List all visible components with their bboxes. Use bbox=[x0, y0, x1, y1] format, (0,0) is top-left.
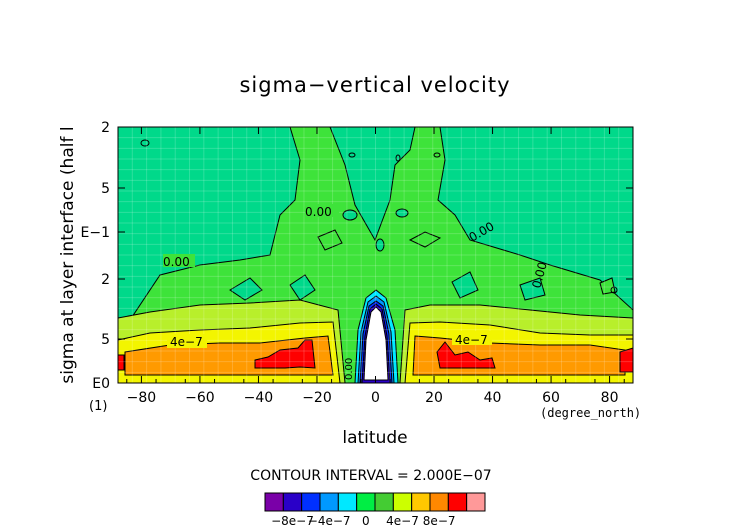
y-tick-label: 5 bbox=[101, 181, 110, 197]
colorbar-swatch bbox=[356, 492, 376, 512]
y-tick-label: E0 bbox=[92, 376, 110, 392]
contour-label: 0.00 bbox=[305, 205, 332, 219]
colorbar-tick-label: −8e−7 bbox=[271, 514, 314, 528]
contour-island bbox=[289, 274, 316, 301]
x-tick-label: 80 bbox=[601, 390, 619, 406]
contour-island bbox=[348, 152, 356, 158]
x-tick-label: −20 bbox=[302, 390, 332, 406]
core-white bbox=[363, 306, 389, 381]
contour-label: 0.00 bbox=[163, 255, 190, 269]
y-tick-label: 2 bbox=[101, 120, 110, 136]
colorbar-tick-label: 8e−7 bbox=[423, 514, 456, 528]
patch-red-edge-left bbox=[118, 354, 125, 371]
contour-island bbox=[433, 152, 441, 158]
contour-island bbox=[342, 209, 358, 221]
x-axis-label: latitude bbox=[342, 428, 407, 448]
x-unit-label: (degree_north) bbox=[540, 406, 641, 420]
y-tick-label: 2 bbox=[101, 272, 110, 288]
colorbar-swatch bbox=[337, 492, 358, 512]
x-tick-label: −80 bbox=[127, 390, 157, 406]
y-axis-label: sigma at layer interface (half l bbox=[58, 126, 78, 383]
contour-interval-text: CONTOUR INTERVAL = 2.000E−07 bbox=[250, 468, 491, 484]
contour-label: 4e−7 bbox=[455, 333, 488, 347]
x-tick-label: 60 bbox=[542, 390, 560, 406]
colorbar-swatch bbox=[301, 492, 321, 512]
y-tick-label: 5 bbox=[101, 332, 110, 348]
colorbar bbox=[264, 492, 486, 512]
y-ticks: 2 5 E−1 2 5 E0 bbox=[81, 120, 633, 392]
x-ticks: −80 −60 −40 −20 0 20 40 60 80 bbox=[126, 127, 625, 406]
x-tick-label: −60 bbox=[185, 390, 215, 406]
colorbar-swatch bbox=[264, 492, 284, 512]
colorbar-swatch bbox=[282, 492, 303, 512]
patch-red-left bbox=[254, 339, 316, 369]
y-corner-label: (1) bbox=[89, 399, 107, 414]
contour-island bbox=[375, 238, 385, 252]
teal-region-center bbox=[329, 127, 416, 242]
contour-island bbox=[317, 229, 343, 251]
x-tick-label: −40 bbox=[244, 390, 274, 406]
contour-island bbox=[519, 277, 546, 301]
colorbar-swatch bbox=[374, 492, 394, 512]
contour-label: 4e−7 bbox=[170, 335, 203, 349]
colorbar-tick-labels: −8e−7−4e−7 0 4e−7 8e−7 bbox=[271, 514, 455, 528]
contour-island bbox=[229, 277, 263, 301]
chart-title: sigma−vertical velocity bbox=[239, 73, 510, 97]
x-tick-label: 40 bbox=[484, 390, 502, 406]
contour-label: 0.00 bbox=[529, 260, 549, 289]
colorbar-tick-label: −4e−7 bbox=[308, 514, 351, 528]
patch-red-edge-right bbox=[619, 347, 633, 373]
colorbar-swatch bbox=[429, 492, 449, 512]
contour-island bbox=[140, 139, 150, 147]
colorbar-swatch bbox=[319, 492, 339, 512]
contour-island bbox=[408, 231, 442, 248]
colorbar-swatch bbox=[392, 492, 413, 512]
contour-island bbox=[451, 271, 479, 299]
colorbar-swatch bbox=[447, 492, 468, 512]
y-tick-label: E−1 bbox=[81, 225, 110, 241]
colorbar-tick-label: 4e−7 bbox=[386, 514, 419, 528]
contour-island bbox=[395, 208, 409, 218]
x-tick-label: 0 bbox=[371, 390, 380, 406]
colorbar-tick-label: 0 bbox=[362, 514, 370, 528]
contour-label: 0.00 bbox=[344, 358, 355, 380]
patch-red-right bbox=[436, 341, 496, 369]
contour-island bbox=[610, 286, 618, 294]
x-tick-label: 20 bbox=[425, 390, 443, 406]
colorbar-swatch bbox=[411, 492, 431, 512]
colorbar-swatch bbox=[466, 492, 486, 512]
contour-island bbox=[395, 154, 401, 162]
